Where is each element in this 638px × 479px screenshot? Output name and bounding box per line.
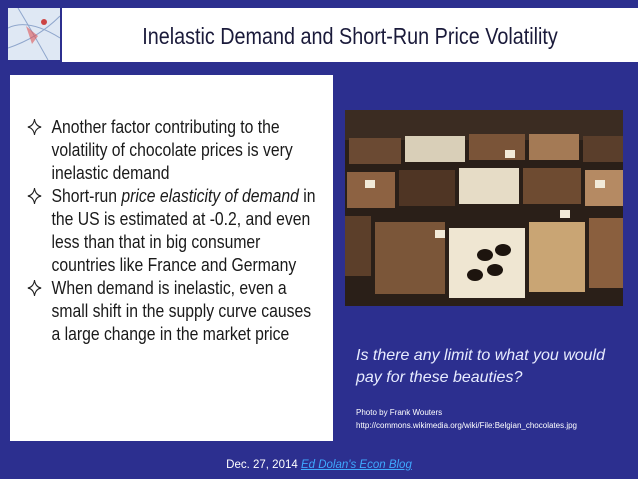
photo-credit: Photo by Frank Wouters http://commons.wi…: [356, 406, 577, 432]
bullet-text: Another factor contributing to the volat…: [51, 116, 293, 183]
chocolate-photo: [345, 110, 623, 306]
header-bar: Inelastic Demand and Short-Run Price Vol…: [62, 8, 638, 62]
bullet: When demand is inelastic, even a small s…: [26, 276, 319, 345]
labels: [365, 150, 605, 238]
tray-row: [349, 134, 623, 164]
footer: Dec. 27, 2014 Ed Dolan's Econ Blog: [0, 459, 638, 471]
credit-author: Photo by Frank Wouters: [356, 408, 443, 417]
bullet-icon: [27, 280, 42, 296]
bullet-text: in the US is estimated at -0.2, and even…: [51, 185, 316, 275]
footer-link[interactable]: Ed Dolan's Econ Blog: [300, 459, 412, 471]
bullet-list: Another factor contributing to the volat…: [26, 115, 319, 345]
slide-title: Inelastic Demand and Short-Run Price Vol…: [142, 23, 558, 49]
text-box: Another factor contributing to the volat…: [10, 75, 333, 441]
bullet: Another factor contributing to the volat…: [26, 115, 319, 184]
tray-row: [347, 168, 623, 208]
bullet-icon: [27, 119, 42, 135]
chocolates: [467, 244, 511, 281]
bullet-text: Short-run: [51, 185, 122, 206]
map-graphic: [8, 8, 60, 60]
tray-row: [345, 216, 623, 298]
bullet-icon: [27, 188, 42, 204]
bullet-emphasis: price elasticity of demand: [121, 185, 299, 206]
bullet-text: When demand is inelastic, even a small s…: [51, 277, 312, 344]
credit-url: http://commons.wikimedia.org/wiki/File:B…: [356, 421, 577, 430]
bullet: Short-run price elasticity of demand in …: [26, 184, 319, 276]
photo-caption: Is there any limit to what you would pay…: [356, 347, 606, 386]
map-thumbnail: [8, 8, 60, 60]
footer-date: Dec. 27, 2014: [226, 459, 298, 471]
